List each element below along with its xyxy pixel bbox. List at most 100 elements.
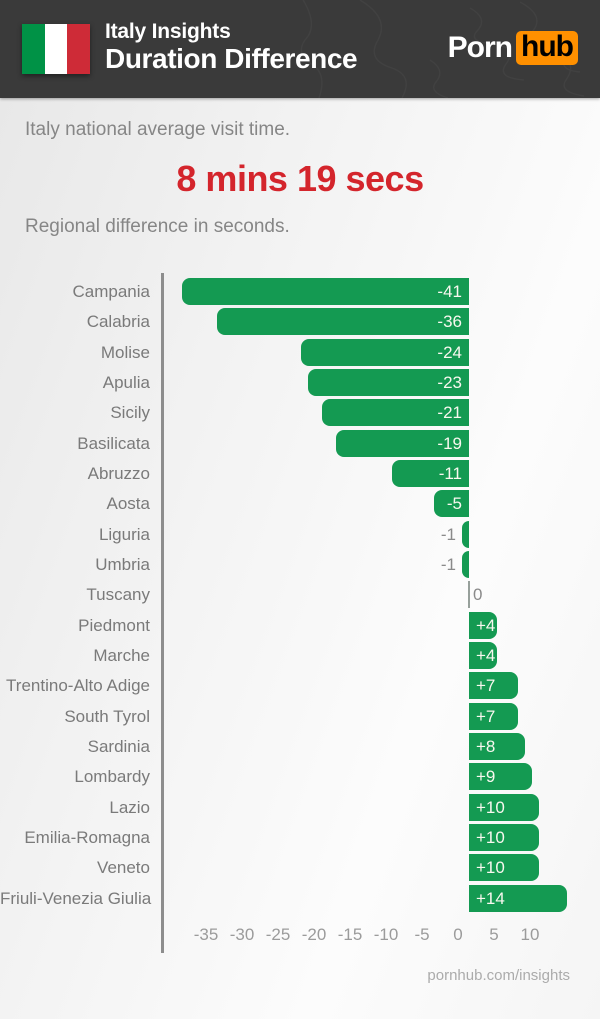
value-label: +4 <box>476 615 496 635</box>
value-label: -1 <box>440 554 456 574</box>
chart-row: Emilia-Romagna +10 <box>0 823 600 851</box>
pornhub-logo: Porn hub <box>448 31 578 65</box>
region-label: Sicily <box>110 403 150 423</box>
bar-chart: -35 -30 -25 -20 -15 -10 -5 0 5 10 Campania -41 Cala… <box>0 265 600 965</box>
value-bar <box>469 823 539 851</box>
value-label: -41 <box>437 282 462 301</box>
region-label: Liguria <box>98 524 150 544</box>
value-bar <box>469 702 518 730</box>
x-tick-label: -5 <box>414 925 430 944</box>
value-label: -5 <box>446 494 462 514</box>
region-label: Sardinia <box>87 736 150 756</box>
region-label: Abruzzo <box>87 463 150 483</box>
value-label: -1 <box>440 524 456 544</box>
flag-stripe-green <box>22 24 45 74</box>
x-tick-label: 10 <box>520 925 540 944</box>
value-label: +4 <box>476 645 496 665</box>
value-bar <box>469 732 525 760</box>
x-tick-label: -25 <box>265 925 291 944</box>
value-bar <box>392 459 469 487</box>
value-bar <box>462 520 469 548</box>
average-visit-value: 8 mins 19 secs <box>176 158 424 199</box>
zero-marker <box>468 581 470 609</box>
value-bar <box>322 399 469 427</box>
value-label: +10 <box>476 797 505 817</box>
insights-title: Italy Insights <box>105 20 231 43</box>
value-label: +8 <box>476 736 496 756</box>
value-label: +7 <box>476 676 496 696</box>
y-axis-line <box>161 273 164 953</box>
value-bar <box>469 641 497 669</box>
value-bar <box>462 550 469 578</box>
region-label: Friuli-Venezia Giulia <box>0 888 152 908</box>
region-label: Calabria <box>86 312 150 332</box>
chart-row: Veneto +10 <box>0 854 600 882</box>
value-bar <box>469 672 518 700</box>
chart-row: Trentino-Alto Adige +7 <box>0 672 600 700</box>
x-tick-label: 0 <box>453 925 463 944</box>
header-titles: Italy Insights Duration Difference <box>105 20 358 74</box>
value-label: +10 <box>476 827 505 847</box>
chart-row: South Tyrol +7 <box>0 702 600 730</box>
region-label: Emilia-Romagna <box>24 827 150 847</box>
value-bar <box>301 338 469 366</box>
italy-flag-icon <box>22 24 91 74</box>
region-label: South Tyrol <box>64 706 150 726</box>
value-label: -36 <box>437 312 462 332</box>
chart-row: Friuli-Venezia Giulia +14 <box>0 884 600 912</box>
value-label: 0 <box>473 585 483 605</box>
flag-stripe-white <box>44 24 68 74</box>
x-tick-label: 5 <box>489 925 499 944</box>
value-bar <box>469 854 539 882</box>
chart-subtitle: Regional difference in seconds. <box>25 216 290 237</box>
value-bar <box>434 490 469 518</box>
chart-row: Tuscany 0 <box>0 581 600 609</box>
logo-part1: Porn <box>447 31 513 64</box>
value-bar <box>469 611 497 639</box>
value-label: -19 <box>437 433 462 453</box>
value-label: -21 <box>437 403 462 423</box>
region-label: Basilicata <box>77 433 150 453</box>
value-bar <box>469 763 532 791</box>
x-tick-label: -30 <box>229 925 255 944</box>
page-title: Duration Difference <box>105 42 358 74</box>
chart-row: Sardinia +8 <box>0 732 600 760</box>
chart-row: Campania -41 <box>0 278 600 305</box>
flag-stripe-red <box>67 24 91 74</box>
value-label: -23 <box>437 372 462 392</box>
value-label: -11 <box>438 463 462 483</box>
value-bar <box>217 308 469 336</box>
value-label: +9 <box>476 767 496 787</box>
chart-row: Lombardy +9 <box>0 763 600 791</box>
chart-row: Liguria -1 <box>0 520 600 548</box>
region-label: Apulia <box>102 372 150 392</box>
chart-row: Sicily -21 <box>0 399 600 427</box>
region-label: Marche <box>93 645 150 665</box>
header: Italy Insights Duration Difference Porn … <box>0 0 600 98</box>
value-bar <box>469 793 539 821</box>
chart-row: Aosta -5 <box>0 490 600 518</box>
footer-url: pornhub.com/insights <box>427 967 570 984</box>
region-label: Lombardy <box>74 767 150 787</box>
x-tick-label: -10 <box>373 925 399 944</box>
value-label: +10 <box>476 858 505 878</box>
value-bar <box>336 429 469 457</box>
x-axis-ticks: -35 -30 -25 -20 -15 -10 -5 0 5 10 <box>0 925 600 947</box>
value-label: -24 <box>437 342 462 362</box>
chart-row: Abruzzo -11 <box>0 459 600 487</box>
chart-row: Calabria -36 <box>0 308 600 336</box>
value-label: +14 <box>476 888 505 908</box>
chart-row: Basilicata -19 <box>0 429 600 457</box>
region-label: Trentino-Alto Adige <box>6 676 150 696</box>
chart-row: Umbria -1 <box>0 550 600 578</box>
x-tick-label: -15 <box>337 925 363 944</box>
chart-row: Molise -24 <box>0 338 600 366</box>
region-label: Campania <box>72 282 151 301</box>
x-tick-label: -35 <box>193 925 219 944</box>
logo-part2: hub <box>516 31 578 65</box>
region-label: Molise <box>100 342 150 362</box>
chart-row: Lazio +10 <box>0 793 600 821</box>
region-label: Veneto <box>97 858 150 878</box>
region-label: Umbria <box>95 554 150 574</box>
